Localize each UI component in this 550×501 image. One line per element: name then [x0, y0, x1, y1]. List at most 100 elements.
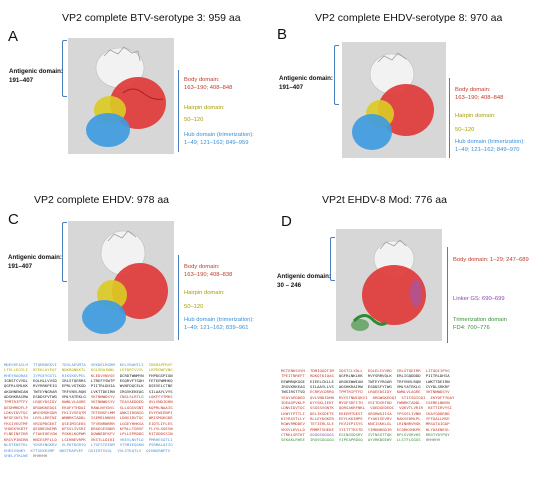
sequence-chunk: FTAHIHEVGW: [32, 431, 57, 437]
sequence-chunk: EIEELCKLLE: [309, 378, 334, 384]
sequence-chunk: VKEVLNVFLD: [119, 436, 144, 442]
sequence-chunk: VAEDGEDEDC: [370, 405, 395, 411]
sequence-chunk: LVKTTDEIRN: [90, 388, 115, 394]
sequence-chunk: RVYRRKPEIG: [32, 383, 57, 389]
sequence-chunk: ADSHKRAIRW: [338, 384, 363, 390]
sequence-chunk: EKQFYTHDAI: [61, 404, 86, 410]
antigenic-range: 191–407: [9, 77, 34, 85]
sequence-chunk: WNNRKTADDL: [61, 415, 86, 421]
sequence-chunk: DRAEGESNDR: [90, 426, 115, 432]
sequence-line: FLNEINFIKR FTAHIHEVGW PGKKLKQPWR DQWNEDFKFV…: [4, 431, 178, 436]
sequence-chunk: KFRLLTGRSF: [119, 426, 144, 432]
sequence-chunk: ADSHKRAIRW: [4, 394, 28, 400]
protein-structure-image: [336, 229, 442, 341]
sequence-chunk: VKTNNWDSYV: [425, 389, 450, 395]
hairpin-label: Hairpin domain:: [455, 113, 496, 119]
sequence-chunk: LRQEEDSIDY: [367, 389, 392, 395]
sequence-chunk: RAWLNVYDVL: [90, 404, 115, 410]
linker-label: Linker GS: 690–699: [453, 296, 505, 302]
sequence-chunk: EPRLVGTKGD: [61, 383, 86, 389]
legend-rule: [178, 70, 180, 152]
antigenic-range: 30 – 246: [277, 282, 302, 290]
sequence-chunk: TPMTRIPTFD: [338, 389, 363, 395]
sequence-line: EEWMRQKGGE EIEELCKLLE ARGKEWWIAN TWTEYYRGAR…: [281, 379, 459, 384]
hairpin-range: 50–120: [184, 117, 204, 124]
sequence-right: MCTENKSVVH TDMIQGQTIM IDSTCLYDLL EQLELIVVRD…: [281, 368, 459, 443]
sequence-chunk: DQWNEDFKFV: [90, 431, 115, 437]
sequence-line: IRGVKRKEAG SILAAYLLVS ADSHKRAIRW ESDDSFYTWG…: [281, 384, 459, 389]
sequence-chunk: VRIDPDGEKT: [32, 420, 57, 426]
sequence-chunk: TWTEYNGRAR: [32, 388, 57, 394]
panel-d: D VP2t EHDV-8 Mod: 776 aa Antigenic doma…: [275, 165, 550, 345]
sequence-chunk: AKGHNEWIAN: [4, 388, 28, 394]
sequence-chunk: LWKTTDEIRN: [425, 378, 450, 384]
body-range: 163–190; 408–848: [184, 85, 233, 92]
panel-letter: B: [277, 26, 288, 43]
sequence-chunk: RPLSVGRVHS: [396, 432, 421, 438]
sequence-chunk: MRSATAIGAP: [425, 421, 450, 427]
sequence-chunk: LRYLLRRTNI: [32, 415, 57, 421]
sequence-line: YHAEKYKDTF QEGNEINIMR KFSSLIVSRI DRAEGESNDR…: [4, 426, 178, 431]
sequence-chunk: EVYFWIENPI: [148, 410, 173, 416]
sequence-line: ADSHKRAIRW ESDDSFVTWG VMLYATEKLG VKTNNWDSYV…: [4, 394, 178, 399]
sequence-chunk: HHHHHH: [425, 437, 441, 443]
hairpin-label: Hairpin domain:: [184, 290, 225, 296]
protein-structure-image: [68, 38, 174, 154]
sequence-chunk: EGQRVFTSQH: [119, 378, 144, 384]
sequence-line: VKSVLHVLLD PMMRTSHEKE IYITTTKSTD YIMKNHGDIR…: [281, 427, 459, 432]
sequence-line: SEKAKLRHEE IRGVGGGGGG YIPEAPRDGQ AYVRKDGEWV…: [281, 437, 459, 442]
sequence-chunk: LDNVIDVTQC: [281, 405, 305, 411]
sequence-chunk: VKSVLHVLLD: [281, 426, 305, 432]
sequence-chunk: AYVRKDGEWV: [367, 437, 392, 443]
sequence-chunk: LQKFFVTMKS: [148, 394, 173, 400]
sequence-chunk: EGINGSDSRY: [338, 432, 363, 438]
sequence-chunk: IDEAGPVKLP: [281, 400, 305, 406]
hub-range: 1–49; 121–162; 849–970: [455, 147, 520, 154]
sequence-chunk: QGFRLNKLKK: [338, 373, 363, 379]
sequence-chunk: EEYLKKIMPE: [338, 416, 363, 422]
sequence-chunk: FYAKISEVRV: [367, 416, 392, 422]
sequence-chunk: EHESVSNKY: [4, 447, 26, 453]
sequence-chunk: IGRSTCVYDL: [4, 378, 28, 384]
sequence-line: EHESVSNKY KTTSEKESMP NKSTRAPVEF GGIIRTSVGL V…: [4, 448, 178, 453]
sequence-chunk: HLYDAENESL: [425, 426, 450, 432]
sequence-line: IDEAGPVKLP DYYSKLIEKT MYGFSRFITH VSITDSRTHD…: [281, 400, 459, 405]
hub-label: Hub domain (trimerization):: [455, 139, 525, 145]
panel-title: VP2 complete EHDV-serotype 8: 970 aa: [315, 12, 503, 24]
sequence-chunk: MDEVRFAILH: [4, 362, 28, 367]
sequence-chunk: YFFQALLMSE: [425, 416, 450, 422]
sequence-chunk: IYITTTKSTD: [338, 426, 363, 432]
sequence-chunk: TEAYAEDDED: [119, 399, 144, 405]
antigenic-domain-label: Antigenic domain: 191–407: [8, 253, 62, 272]
body-label: Body domain: 1–29; 247–689: [453, 257, 529, 263]
sequence-chunk: NKSTRAPVEF: [59, 447, 84, 453]
body-domain-label: Body domain: 1–29; 247–689: [453, 256, 529, 264]
sequence-chunk: KIYRSVTLLY: [281, 416, 305, 422]
sequence-chunk: VTSMIEQGKN: [119, 442, 144, 448]
protein-structure-image: [68, 221, 174, 341]
hairpin-domain-label: Hairpin domain: 50–120: [184, 289, 225, 312]
sequence-chunk: FKVIEPISYS: [338, 421, 363, 427]
sequence-chunk: LTREFYSWTP: [90, 378, 115, 384]
sequence-line: CTRKLSRTKT GGGGSGGGGS EGINGSDSRY IVTNSGTTQK…: [281, 432, 459, 437]
sequence-chunk: LRINNRVRGK: [396, 421, 421, 427]
antigenic-label: Antigenic domain:: [277, 273, 331, 280]
sequence-chunk: QGFRLSMLKK: [4, 383, 28, 389]
panel-a: A VP2 complete BTV-serotype 3: 959 aa An…: [0, 0, 275, 165]
sequence-chunk: LSIHNEVRPK: [61, 436, 86, 442]
sequence-chunk: TETIERLSLE: [309, 421, 334, 427]
sequence-chunk: ISEMELNNVN: [425, 400, 450, 406]
sequence-chunk: VVLSTKQTLV: [117, 447, 142, 453]
sequence-chunk: VLPDTKGRYQ: [61, 442, 86, 448]
panel-title: VP2 complete EHDV: 978 aa: [34, 194, 170, 206]
hub-range: 1–49; 121–162; 839–961: [184, 325, 249, 332]
sequence-chunk: MCTENKSVVH: [281, 368, 305, 373]
sequence-chunk: KWNLVLAGRE: [396, 389, 421, 395]
sequence-chunk: NLRTEKETKL: [4, 442, 28, 448]
sequence-line: SHELVTKLNE HHHHHH: [4, 453, 178, 458]
sequence-chunk: RFEKLAYEQT: [32, 367, 57, 373]
sequence-chunk: EIDTLIFLES: [148, 420, 173, 426]
sequence-chunk: RRGTYDYPQY: [425, 432, 450, 438]
sequence-chunk: PIITRLDHIA: [90, 383, 115, 389]
sequence-chunk: VKSTLLDIKI: [90, 436, 115, 442]
